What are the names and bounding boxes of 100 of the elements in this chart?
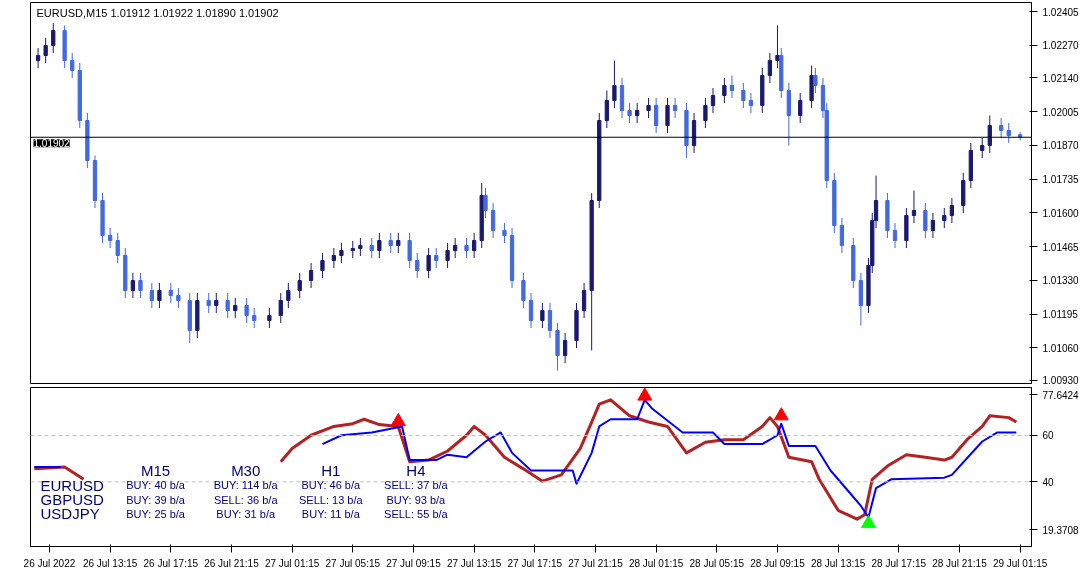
candlestick: [70, 52, 75, 79]
x-tick-label: 28 Jul 17:15: [871, 557, 927, 569]
candlestick: [157, 282, 162, 309]
y-tick-label: 1.01465: [1042, 241, 1080, 253]
candlestick: [369, 237, 374, 259]
x-tick-label: 26 Jul 21:15: [204, 557, 260, 569]
candlestick: [839, 217, 845, 254]
candlestick: [244, 297, 249, 324]
candlestick: [980, 137, 985, 159]
x-tick-label: 27 Jul 13:15: [446, 557, 502, 569]
candlestick: [949, 197, 955, 224]
candlestick: [51, 22, 56, 54]
x-tick-label: 26 Jul 2022: [23, 557, 76, 569]
y-tick-label: 19.3708: [1042, 524, 1080, 536]
candlestick: [415, 252, 420, 279]
candlestick: [722, 77, 727, 104]
annotation: BUY: 31 b/a: [216, 507, 276, 520]
x-tick-label: 27 Jul 17:15: [507, 557, 563, 569]
candlestick: [775, 25, 780, 69]
candlestick: [297, 272, 302, 299]
x-tick-label: 28 Jul 01:15: [628, 557, 684, 569]
x-tick-label: 27 Jul 01:15: [264, 557, 320, 569]
candlestick: [453, 237, 458, 259]
candlestick: [225, 292, 230, 319]
candlestick: [604, 90, 609, 129]
candlestick: [130, 272, 136, 299]
ref-line-label: 1.01902: [33, 138, 71, 150]
candlestick: [471, 232, 477, 259]
annotation: EURUSD: [40, 476, 105, 494]
candlestick: [214, 292, 219, 314]
candlestick: [1006, 122, 1011, 144]
x-tick-label: 26 Jul 17:15: [143, 557, 199, 569]
candlestick: [107, 227, 113, 249]
candlestick: [502, 222, 507, 244]
y-tick-label: 1.01870: [1042, 140, 1080, 152]
annotation: SELL: 36 b/a: [213, 493, 279, 506]
annotation: M30: [231, 462, 261, 480]
candlestick: [646, 97, 651, 119]
candlestick: [286, 282, 291, 309]
candlestick: [35, 47, 41, 69]
candlestick: [320, 252, 325, 279]
y-tick-label: 1.01330: [1042, 275, 1080, 287]
candlestick: [748, 92, 754, 114]
candlestick: [206, 292, 211, 314]
x-tick-label: 28 Jul 21:15: [932, 557, 988, 569]
annotation: BUY: 11 b/a: [301, 507, 361, 520]
annotation: SELL: 55 b/a: [384, 507, 449, 520]
y-tick-label: 1.01060: [1042, 342, 1080, 354]
point: [860, 514, 876, 529]
candlestick: [930, 212, 936, 239]
candlestick: [168, 282, 173, 304]
candlestick: [547, 302, 553, 339]
y-tick-label: 40: [1042, 476, 1055, 488]
candlestick: [138, 272, 143, 299]
x-tick-label: 27 Jul 09:15: [386, 557, 442, 569]
candlestick: [581, 282, 587, 319]
candlestick: [813, 67, 818, 94]
candlestick: [521, 272, 526, 309]
point: [773, 407, 789, 421]
y-tick-label: 1.01195: [1042, 309, 1079, 320]
candlestick: [339, 242, 344, 264]
candlestick: [528, 292, 534, 329]
y-tick-label: 1.01600: [1042, 207, 1080, 219]
x-tick-label: 26 Jul 13:15: [82, 557, 138, 569]
candlestick: [892, 222, 898, 249]
candlestick: [612, 60, 617, 109]
candlestick: [252, 307, 257, 329]
candlestick: [43, 37, 48, 64]
candlestick: [396, 232, 401, 254]
x-tick-label: 28 Jul 13:15: [810, 557, 866, 569]
candlestick: [278, 292, 283, 324]
y-tick-label: 77.6424: [1042, 389, 1080, 401]
y-tick-label: 1.01735: [1042, 174, 1080, 185]
candlestick: [377, 232, 382, 259]
candlestick: [434, 247, 439, 269]
candlestick: [308, 262, 314, 289]
x-tick-label: 28 Jul 09:15: [750, 557, 806, 569]
annotation: M15: [141, 462, 171, 480]
candlestick: [483, 187, 488, 219]
y-tick-label: 1.00930: [1042, 375, 1080, 387]
annotation: BUY: 40 b/a: [126, 479, 186, 492]
candlestick: [464, 237, 469, 259]
candlestick: [562, 332, 568, 364]
candlestick: [445, 242, 450, 269]
candlestick: [923, 202, 928, 239]
candlestick: [635, 102, 640, 124]
point: [390, 412, 406, 427]
y-tick-label: 1.02140: [1042, 72, 1080, 84]
candlestick: [741, 82, 746, 109]
candlestick: [729, 75, 735, 99]
candlestick: [710, 87, 716, 114]
candlestick: [672, 97, 678, 119]
candlestick: [999, 117, 1004, 139]
candlestick: [176, 287, 181, 309]
candlestick: [911, 190, 917, 224]
annotation: SELL: 37 b/a: [384, 479, 449, 492]
candlestick: [407, 232, 412, 269]
annotation: BUY: 93 b/a: [386, 493, 447, 506]
y-tick-label: 1.02005: [1042, 106, 1080, 118]
candlestick: [426, 247, 431, 279]
